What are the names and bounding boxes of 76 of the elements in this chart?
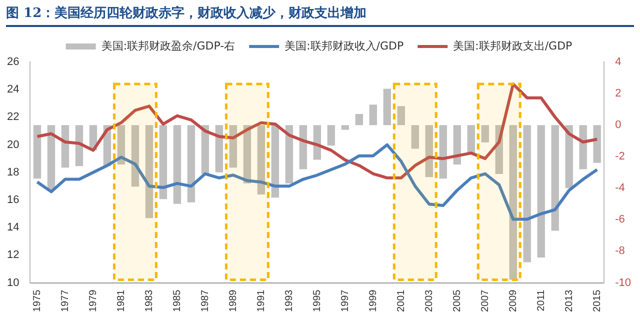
x-tick-label: 2009 bbox=[508, 289, 519, 312]
y-tick-label: 16 bbox=[6, 194, 20, 206]
bar bbox=[61, 125, 70, 168]
bar bbox=[579, 125, 587, 170]
y2-tick-label: 2 bbox=[615, 88, 622, 100]
bar bbox=[187, 125, 196, 202]
bar bbox=[159, 125, 168, 200]
y-tick-label: 14 bbox=[6, 222, 20, 234]
bar bbox=[467, 125, 475, 154]
bar bbox=[411, 125, 419, 149]
legend-label: 美国:联邦财政盈余/GDP-右 bbox=[101, 39, 236, 52]
y-tick-label: 26 bbox=[6, 56, 20, 68]
x-tick-label: 1983 bbox=[144, 289, 155, 312]
x-tick-label: 1975 bbox=[32, 289, 43, 312]
bar bbox=[383, 88, 391, 126]
x-tick-label: 2011 bbox=[536, 289, 547, 312]
x-tick-label: 2013 bbox=[564, 289, 575, 312]
bar bbox=[355, 114, 364, 126]
bar bbox=[523, 125, 531, 262]
bar bbox=[131, 125, 140, 187]
x-tick-label: 1979 bbox=[88, 289, 99, 312]
x-tick-label: 2001 bbox=[396, 289, 407, 312]
bar bbox=[229, 125, 238, 168]
bar bbox=[299, 125, 308, 170]
bar bbox=[397, 106, 405, 126]
bar bbox=[47, 125, 56, 190]
bar bbox=[215, 125, 224, 172]
bar bbox=[271, 125, 280, 198]
bar bbox=[565, 125, 573, 188]
bar bbox=[75, 125, 84, 166]
x-tick-label: 1997 bbox=[340, 289, 351, 312]
x-tick-label: 1991 bbox=[256, 289, 267, 312]
y2-tick-label: -4 bbox=[615, 182, 625, 194]
x-tick-label: 1999 bbox=[368, 289, 379, 312]
x-tick-label: 2007 bbox=[480, 289, 491, 312]
x-tick-label: 2015 bbox=[592, 289, 603, 312]
y-tick-label: 20 bbox=[6, 138, 20, 151]
y2-tick-label: 0 bbox=[615, 119, 622, 132]
bar bbox=[341, 125, 350, 130]
y2-tick-label: -6 bbox=[615, 214, 625, 226]
y-tick-label: 12 bbox=[6, 249, 20, 262]
y2-tick-label: 4 bbox=[615, 56, 622, 68]
bar bbox=[327, 125, 336, 146]
x-tick-label: 1985 bbox=[172, 289, 183, 312]
bar bbox=[509, 125, 517, 280]
bar bbox=[145, 125, 154, 218]
y2-tick-label: -10 bbox=[615, 276, 632, 289]
y2-tick-label: -8 bbox=[615, 245, 625, 258]
x-tick-label: 1981 bbox=[116, 289, 127, 312]
x-tick-label: 1993 bbox=[284, 289, 295, 312]
bar bbox=[537, 125, 545, 258]
y-tick-label: 24 bbox=[6, 84, 20, 96]
bar bbox=[453, 125, 461, 164]
y-tick-label: 22 bbox=[6, 111, 20, 124]
bar bbox=[257, 125, 266, 194]
bar bbox=[481, 125, 489, 142]
bar bbox=[425, 125, 433, 178]
x-tick-label: 2003 bbox=[424, 289, 435, 312]
x-tick-label: 1995 bbox=[312, 289, 323, 312]
bar bbox=[593, 125, 601, 163]
bar bbox=[285, 125, 294, 184]
bar bbox=[33, 125, 42, 179]
x-tick-label: 1987 bbox=[200, 289, 211, 312]
x-tick-label: 1989 bbox=[228, 289, 239, 312]
x-tick-label: 1977 bbox=[60, 289, 71, 312]
legend-label: 美国:联邦财政收入/GDP bbox=[284, 39, 404, 52]
chart-title: 图 12：美国经历四轮财政赤字，财政收入减少，财政支出增加 bbox=[6, 4, 634, 27]
bar bbox=[369, 104, 378, 126]
y-tick-label: 18 bbox=[6, 166, 20, 178]
y2-tick-label: -2 bbox=[615, 150, 625, 163]
bar bbox=[439, 125, 447, 179]
x-tick-label: 2005 bbox=[452, 289, 463, 312]
bar bbox=[173, 125, 182, 204]
bar bbox=[551, 125, 559, 231]
legend-label: 美国:联邦财政支出/GDP bbox=[453, 39, 573, 52]
y-tick-label: 10 bbox=[6, 276, 20, 289]
